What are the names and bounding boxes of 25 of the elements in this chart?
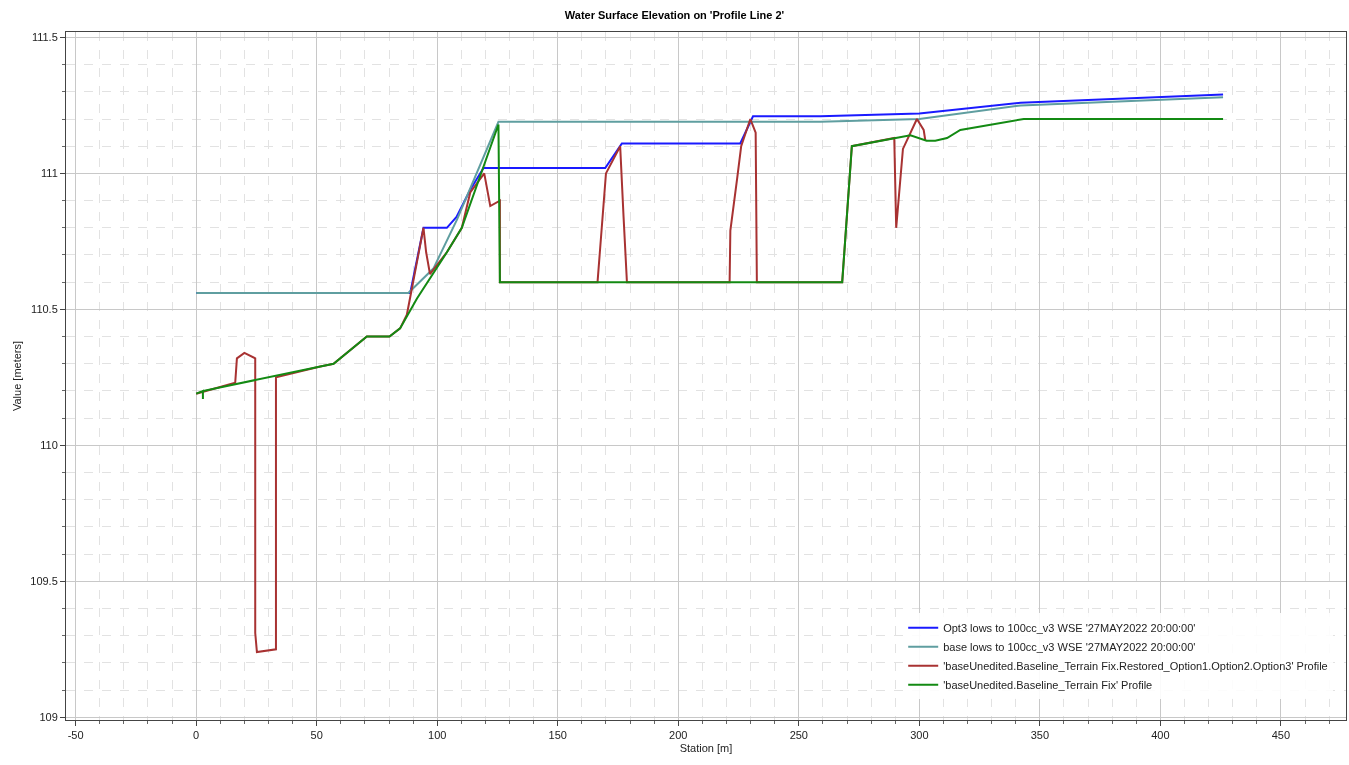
x-tick-label: 450	[1271, 729, 1291, 742]
y-tick-label: 110	[40, 439, 58, 452]
x-tick-label: 0	[193, 729, 200, 742]
x-tick-label: 350	[1030, 729, 1050, 742]
x-tick-label: 100	[428, 729, 447, 742]
x-tick-label: 400	[1151, 729, 1170, 742]
x-tick-label: 200	[669, 729, 688, 742]
y-tick-label: 111.5	[31, 31, 58, 44]
y-tick-label: 111	[41, 167, 58, 180]
y-axis-title: Value [meters]	[10, 340, 23, 412]
chart-title: Water Surface Elevation on 'Profile Line 2'	[564, 9, 785, 22]
line-series	[195, 118, 1225, 401]
legend-label: 'baseUnedited.Baseline_Terrain Fix' Profile	[943, 679, 1153, 692]
x-tick-label: 150	[548, 729, 567, 742]
y-tick-label: 110.5	[31, 303, 58, 316]
legend-label: base lows to 100cc_v3 WSE '27MAY2022 20:00:00'	[943, 641, 1196, 654]
y-tick-label: 109.5	[30, 575, 58, 588]
legend-label: Opt3 lows to 100cc_v3 WSE '27MAY2022 20:00:00'	[943, 622, 1196, 635]
legend-label: 'baseUnedited.Baseline_Terrain Fix.Restored_Option1.Option2.Option3' Profile	[943, 660, 1328, 673]
y-tick-label: 109	[39, 711, 58, 724]
x-axis-title: Station [m]	[679, 742, 733, 755]
x-tick-label: 300	[910, 729, 929, 742]
x-tick-label: 50	[310, 729, 323, 742]
x-tick-label: 250	[789, 729, 808, 742]
x-tick-label: -50	[67, 729, 84, 742]
